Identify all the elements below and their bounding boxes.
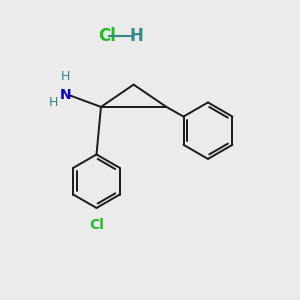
Text: N: N: [59, 88, 71, 102]
Text: H: H: [61, 70, 70, 83]
Text: H: H: [49, 96, 58, 109]
Text: H: H: [130, 27, 144, 45]
Text: Cl: Cl: [98, 27, 116, 45]
Text: Cl: Cl: [89, 218, 104, 232]
